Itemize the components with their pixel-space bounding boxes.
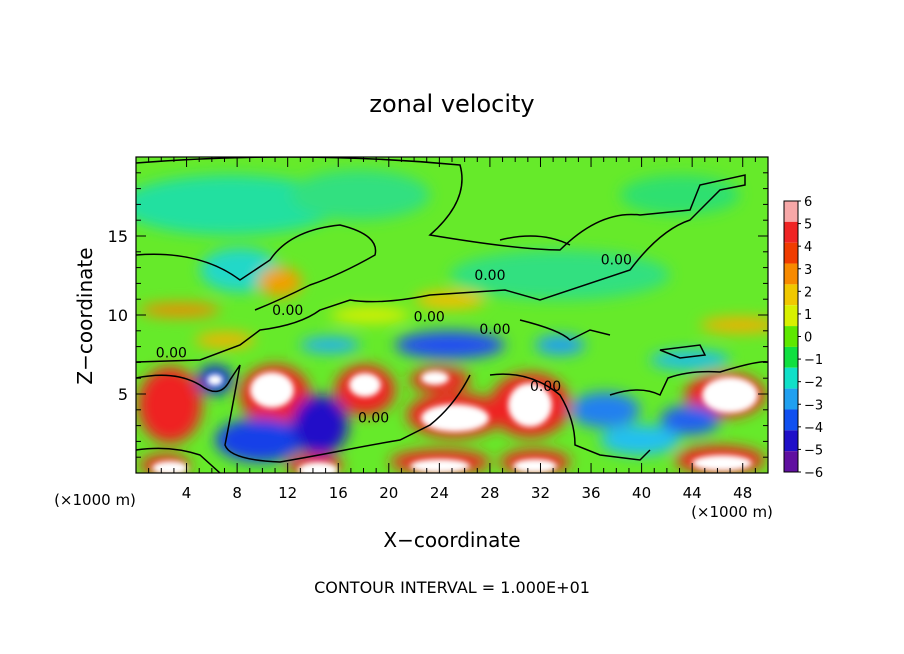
x-tick-label: 20 [379, 484, 398, 502]
colorbar-swatch [784, 388, 798, 410]
x-tick-label: 28 [480, 484, 499, 502]
chart-title: zonal velocity [369, 90, 534, 118]
colorbar-swatch [784, 367, 798, 389]
y-tick-label: 10 [108, 306, 128, 325]
colorbar: 6 5 4 3 2 1 0 −1 −2 −3 −4 −5 −6 [783, 195, 823, 481]
x-axis-ticks: 4 8 12 16 20 24 28 32 36 40 44 48 [148, 157, 756, 502]
contour-label: 0.00 [474, 268, 505, 284]
x-tick-label: 24 [430, 484, 449, 502]
colorbar-tick-label: −4 [804, 421, 823, 436]
contour-label: 0.00 [156, 346, 187, 362]
z-unit-label: (×1000 m) [691, 503, 773, 521]
y-tick-label: 15 [108, 227, 128, 246]
contour-labels: 0.00 0.00 0.00 0.00 0.00 0.00 0.00 0.00 [156, 252, 632, 426]
x-tick-label: 32 [531, 484, 550, 502]
colorbar-swatch [784, 284, 798, 306]
contour-label: 0.00 [272, 303, 303, 319]
colorbar-swatch [784, 201, 798, 222]
colorbar-tick-label: 5 [804, 218, 812, 233]
colorbar-tick-label: −5 [804, 443, 823, 458]
colorbar-swatch [784, 263, 798, 285]
colorbar-tick-label: 4 [804, 240, 812, 255]
colorbar-tick-label: 1 [804, 308, 812, 323]
x-unit-label: (×1000 m) [54, 491, 136, 509]
contour-label: 0.00 [601, 252, 632, 268]
colorbar-tick-label: 3 [804, 263, 812, 278]
colorbar-swatch [784, 451, 798, 472]
colorbar-swatch [784, 409, 798, 431]
x-tick-label: 40 [632, 484, 651, 502]
colorbar-swatch [784, 346, 798, 368]
contour-label: 0.00 [479, 322, 510, 338]
x-tick-label: 16 [329, 484, 348, 502]
colorbar-swatch [784, 221, 798, 243]
colorbar-tick-label: −2 [804, 376, 823, 391]
colorbar-tick-label: −1 [804, 353, 823, 368]
contour-label: 0.00 [530, 379, 561, 395]
x-tick-label: 8 [232, 484, 242, 502]
contour-label: 0.00 [414, 309, 445, 325]
colorbar-tick-label: 0 [804, 331, 812, 346]
footnote: CONTOUR INTERVAL = 1.000E+01 [314, 578, 590, 597]
colorbar-tick-label: −6 [804, 466, 823, 481]
colorbar-swatch [784, 242, 798, 264]
colorbar-tick-label: 6 [804, 195, 812, 210]
y-axis-label: Z−coordinate [73, 247, 97, 384]
zero-contours [136, 157, 768, 473]
x-axis-label: X−coordinate [383, 528, 520, 552]
y-tick-label: 5 [118, 385, 128, 404]
colorbar-swatch [784, 326, 798, 347]
colorbar-swatch [784, 305, 798, 327]
heatmap-field [136, 157, 768, 473]
x-tick-label: 4 [182, 484, 192, 502]
x-tick-label: 48 [733, 484, 752, 502]
x-tick-label: 36 [581, 484, 600, 502]
colorbar-swatch [784, 430, 798, 452]
colorbar-tick-label: 2 [804, 285, 812, 300]
y-axis-ticks: 5 10 15 [108, 172, 768, 458]
colorbar-tick-label: −3 [804, 398, 823, 413]
contour-label: 0.00 [358, 410, 389, 426]
x-tick-label: 12 [278, 484, 297, 502]
x-tick-label: 44 [683, 484, 702, 502]
